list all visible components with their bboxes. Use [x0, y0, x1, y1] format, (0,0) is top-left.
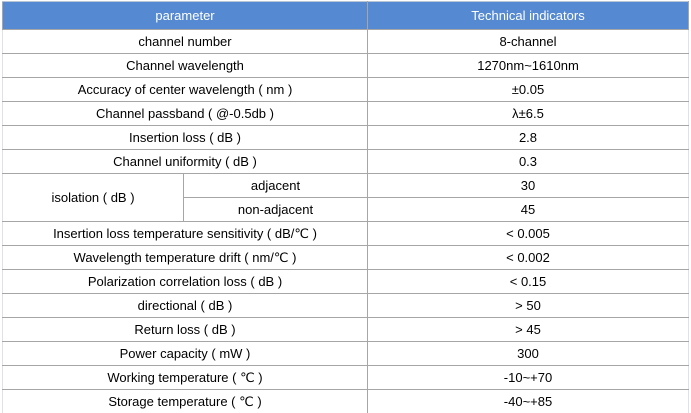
value-cell: > 45 — [367, 317, 689, 342]
value-cell: 0.3 — [367, 149, 689, 174]
sub-param-cell: adjacent — [183, 173, 368, 198]
table-row: Return loss ( dB ) > 45 — [2, 317, 689, 342]
header-parameter: parameter — [2, 1, 368, 30]
value-cell: < 0.005 — [367, 221, 689, 246]
param-cell: Accuracy of center wavelength ( nm ) — [2, 77, 368, 102]
table-row: Channel uniformity ( dB ) 0.3 — [2, 149, 689, 174]
table-row: isolation ( dB ) adjacent 30 — [2, 173, 689, 222]
group-label-cell: isolation ( dB ) — [2, 173, 184, 222]
param-cell: Insertion loss temperature sensitivity (… — [2, 221, 368, 246]
table-row: Accuracy of center wavelength ( nm ) ±0.0… — [2, 77, 689, 102]
table-row: Storage temperature ( ℃ ) -40~+85 — [2, 389, 689, 413]
param-cell: channel number — [2, 29, 368, 54]
value-cell: -10~+70 — [367, 365, 689, 390]
param-cell: Channel wavelength — [2, 53, 368, 78]
table-row: Working temperature ( ℃ ) -10~+70 — [2, 365, 689, 390]
table-row: Power capacity ( mW ) 300 — [2, 341, 689, 366]
table-row: Polarization correlation loss ( dB ) < 0.… — [2, 269, 689, 294]
value-cell: 8-channel — [367, 29, 689, 54]
value-cell: 300 — [367, 341, 689, 366]
table-row: Channel passband ( @-0.5db ) λ±6.5 — [2, 101, 689, 126]
table-row: Channel wavelength 1270nm~1610nm — [2, 53, 689, 78]
value-cell: ±0.05 — [367, 77, 689, 102]
table-row: Insertion loss temperature sensitivity (… — [2, 221, 689, 246]
value-cell: -40~+85 — [367, 389, 689, 413]
value-cell: λ±6.5 — [367, 101, 689, 126]
value-cell: 30 — [367, 173, 689, 198]
param-cell: Channel passband ( @-0.5db ) — [2, 101, 368, 126]
param-cell: Insertion loss ( dB ) — [2, 125, 368, 150]
value-cell: 1270nm~1610nm — [367, 53, 689, 78]
table-row: non-adjacent 45 — [3, 197, 689, 222]
value-cell: 45 — [367, 197, 689, 222]
header-technical-indicators: Technical indicators — [367, 1, 689, 30]
param-cell: Channel uniformity ( dB ) — [2, 149, 368, 174]
param-cell: Return loss ( dB ) — [2, 317, 368, 342]
table-row: Insertion loss ( dB ) 2.8 — [2, 125, 689, 150]
table-row: channel number 8-channel — [2, 29, 689, 54]
param-cell: Wavelength temperature drift ( nm/℃ ) — [2, 245, 368, 270]
param-cell: directional ( dB ) — [2, 293, 368, 318]
value-cell: > 50 — [367, 293, 689, 318]
sub-param-cell: non-adjacent — [183, 197, 368, 222]
value-cell: < 0.15 — [367, 269, 689, 294]
table-row: directional ( dB ) > 50 — [2, 293, 689, 318]
table-row: Wavelength temperature drift ( nm/℃ ) < 0… — [2, 245, 689, 270]
table-body: channel number 8-channel Channel wavelengt… — [2, 29, 689, 413]
value-cell: 2.8 — [367, 125, 689, 150]
param-cell: Polarization correlation loss ( dB ) — [2, 269, 368, 294]
header-row: parameter Technical indicators — [2, 1, 689, 30]
param-cell: Working temperature ( ℃ ) — [2, 365, 368, 390]
value-cell: < 0.002 — [367, 245, 689, 270]
param-cell: Power capacity ( mW ) — [2, 341, 368, 366]
param-cell: Storage temperature ( ℃ ) — [2, 389, 368, 413]
